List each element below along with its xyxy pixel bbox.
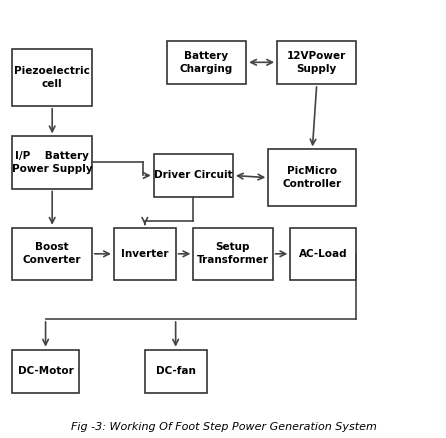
FancyBboxPatch shape bbox=[290, 228, 356, 280]
Text: PicMicro
Controller: PicMicro Controller bbox=[283, 166, 342, 189]
Text: AC-Load: AC-Load bbox=[299, 249, 348, 259]
Text: DC-Motor: DC-Motor bbox=[18, 366, 74, 376]
Text: Setup
Transformer: Setup Transformer bbox=[197, 242, 269, 265]
Text: Boost
Converter: Boost Converter bbox=[23, 242, 82, 265]
Text: Fig -3: Working Of Foot Step Power Generation System: Fig -3: Working Of Foot Step Power Gener… bbox=[71, 422, 377, 432]
Text: Battery
Charging: Battery Charging bbox=[180, 51, 233, 74]
Text: Inverter: Inverter bbox=[121, 249, 169, 259]
FancyBboxPatch shape bbox=[12, 228, 92, 280]
Text: Driver Circuit: Driver Circuit bbox=[154, 170, 233, 180]
FancyBboxPatch shape bbox=[167, 41, 246, 84]
FancyBboxPatch shape bbox=[153, 154, 233, 197]
FancyBboxPatch shape bbox=[12, 136, 92, 188]
FancyBboxPatch shape bbox=[114, 228, 176, 280]
Text: 12VPower
Supply: 12VPower Supply bbox=[287, 51, 347, 74]
Text: I/P    Battery
Power Supply: I/P Battery Power Supply bbox=[12, 151, 92, 174]
FancyBboxPatch shape bbox=[277, 41, 356, 84]
FancyBboxPatch shape bbox=[145, 350, 206, 393]
Text: Piezoelectric
cell: Piezoelectric cell bbox=[14, 66, 90, 89]
Text: DC-fan: DC-fan bbox=[156, 366, 196, 376]
FancyBboxPatch shape bbox=[12, 49, 92, 106]
FancyBboxPatch shape bbox=[193, 228, 273, 280]
FancyBboxPatch shape bbox=[12, 350, 78, 393]
FancyBboxPatch shape bbox=[268, 149, 356, 206]
